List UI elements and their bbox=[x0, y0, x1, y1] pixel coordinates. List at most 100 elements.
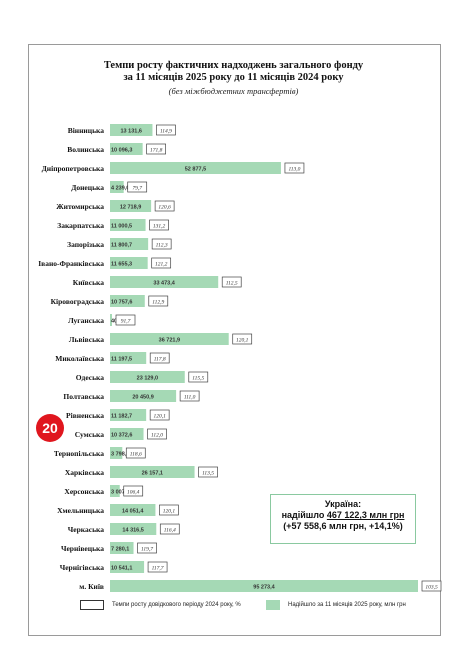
growth-rate-label: 111,0 bbox=[184, 394, 196, 400]
data-bar bbox=[110, 238, 149, 250]
category-label: м. Київ bbox=[79, 582, 104, 591]
growth-rate-box bbox=[151, 238, 172, 250]
category-label: Харківська bbox=[65, 468, 104, 477]
chart-subtitle: (без міжбюджетних трансфертів) bbox=[168, 86, 299, 96]
category-label: Запорізька bbox=[67, 240, 104, 249]
value-label: 14 316,5 bbox=[122, 528, 143, 534]
category-label: Чернігівська bbox=[60, 563, 105, 572]
category-label: Житомирська bbox=[56, 202, 104, 211]
growth-rate-label: 118,6 bbox=[130, 451, 142, 457]
value-label: 11 655,3 bbox=[111, 262, 132, 268]
growth-rate-label: 119,7 bbox=[141, 546, 153, 552]
growth-rate-box bbox=[147, 428, 167, 440]
value-label: 10 372,6 bbox=[111, 433, 132, 439]
growth-rate-box bbox=[148, 295, 169, 307]
data-bar bbox=[110, 352, 147, 364]
growth-rate-label: 120,1 bbox=[163, 508, 176, 514]
category-label: Миколаївська bbox=[55, 354, 104, 363]
growth-rate-label: 120,1 bbox=[236, 337, 249, 343]
data-bar bbox=[110, 162, 281, 174]
growth-rate-box bbox=[159, 504, 179, 516]
data-bar bbox=[110, 257, 148, 269]
growth-rate-box bbox=[127, 181, 148, 193]
value-label: 10 757,6 bbox=[111, 300, 132, 306]
data-bar bbox=[110, 428, 144, 440]
growth-rate-label: 120,6 bbox=[158, 204, 171, 210]
data-bar bbox=[110, 447, 123, 459]
category-label: Сумська bbox=[75, 430, 104, 439]
data-bar bbox=[110, 371, 185, 383]
data-bar bbox=[110, 200, 152, 212]
growth-rate-box bbox=[179, 390, 200, 402]
data-bar bbox=[110, 561, 145, 573]
growth-rate-box bbox=[137, 542, 157, 554]
growth-rate-label: 113,5 bbox=[202, 470, 214, 476]
category-label: Полтавська bbox=[63, 392, 104, 401]
growth-rate-box bbox=[156, 124, 176, 136]
value-label: 7 280,1 bbox=[111, 547, 129, 553]
data-bar bbox=[110, 390, 177, 402]
category-label: Волинська bbox=[67, 145, 104, 154]
summary-total: надійшло 467 122,3 млн грн bbox=[271, 510, 415, 521]
category-label: Київська bbox=[73, 278, 104, 287]
legend-receipts: Надійшло за 11 місяців 2025 року, млн гр… bbox=[266, 600, 406, 610]
data-bar bbox=[110, 219, 146, 231]
category-label: Черкаська bbox=[68, 525, 104, 534]
growth-rate-label: 120,1 bbox=[153, 413, 166, 419]
growth-rate-label: 114,9 bbox=[160, 127, 172, 134]
growth-rate-box bbox=[284, 162, 305, 174]
data-bar bbox=[110, 333, 229, 345]
value-label: 10 096,3 bbox=[111, 148, 132, 154]
growth-rate-box bbox=[159, 523, 180, 535]
growth-rate-label: 112,0 bbox=[151, 432, 163, 438]
data-bar bbox=[110, 409, 147, 421]
legend-outline-swatch bbox=[80, 600, 104, 610]
value-label: 13 131,6 bbox=[121, 129, 142, 135]
category-label: Одеська bbox=[76, 373, 104, 382]
growth-rate-box bbox=[149, 409, 170, 421]
value-label: 14 051,4 bbox=[122, 509, 144, 515]
data-bar bbox=[110, 485, 120, 497]
growth-rate-box bbox=[232, 333, 253, 345]
category-label: Львівська bbox=[69, 335, 104, 344]
growth-rate-box bbox=[198, 466, 218, 478]
value-label: 3 798,5 bbox=[111, 452, 129, 458]
legend-prior-growth-label: Темпи росту довідкового періоду 2024 рок… bbox=[112, 602, 241, 608]
value-label: 36 721,9 bbox=[159, 338, 180, 344]
category-label: Донецька bbox=[71, 183, 104, 192]
growth-rate-label: 117,8 bbox=[154, 356, 166, 362]
data-bar bbox=[110, 314, 112, 326]
value-label: 11 197,5 bbox=[111, 357, 132, 363]
legend-receipts-label: Надійшло за 11 місяців 2025 року, млн гр… bbox=[288, 602, 406, 608]
value-label: 23 129,0 bbox=[137, 376, 158, 382]
category-label: Тернопільська bbox=[54, 449, 104, 458]
ukraine-summary-box: Україна: надійшло 467 122,3 млн грн (+57… bbox=[270, 494, 416, 544]
growth-rate-label: 79,7 bbox=[132, 185, 142, 191]
growth-rate-label: 171,8 bbox=[150, 147, 163, 153]
category-label: Рівненська bbox=[66, 411, 104, 420]
value-label: 11 000,5 bbox=[111, 224, 132, 230]
growth-rate-box bbox=[151, 257, 172, 269]
growth-rate-box bbox=[149, 219, 169, 231]
category-label: Кіровоградська bbox=[51, 297, 105, 306]
growth-rate-label: 115,5 bbox=[192, 375, 204, 381]
growth-rate-label: 106,4 bbox=[127, 488, 140, 495]
data-bar bbox=[110, 124, 153, 136]
value-label: 33 473,4 bbox=[153, 281, 175, 287]
growth-rate-box bbox=[123, 485, 144, 497]
category-label: Чернівецька bbox=[61, 544, 104, 553]
legend-prior-growth: Темпи росту довідкового періоду 2024 рок… bbox=[80, 600, 241, 610]
growth-rate-label: 112,5 bbox=[226, 280, 238, 286]
data-bar bbox=[110, 580, 418, 592]
growth-rate-box bbox=[146, 143, 166, 155]
growth-rate-box bbox=[154, 200, 175, 212]
value-label: 3 007,8 bbox=[111, 490, 129, 496]
growth-rate-label: 113,0 bbox=[288, 166, 300, 172]
growth-rate-box bbox=[421, 580, 442, 592]
data-bar bbox=[110, 181, 124, 193]
category-label: Хмельницька bbox=[57, 506, 104, 515]
summary-total-prefix: надійшло bbox=[281, 510, 327, 520]
value-label: 10 541,1 bbox=[111, 566, 132, 572]
summary-total-value: 467 122,3 млн грн bbox=[326, 510, 405, 520]
